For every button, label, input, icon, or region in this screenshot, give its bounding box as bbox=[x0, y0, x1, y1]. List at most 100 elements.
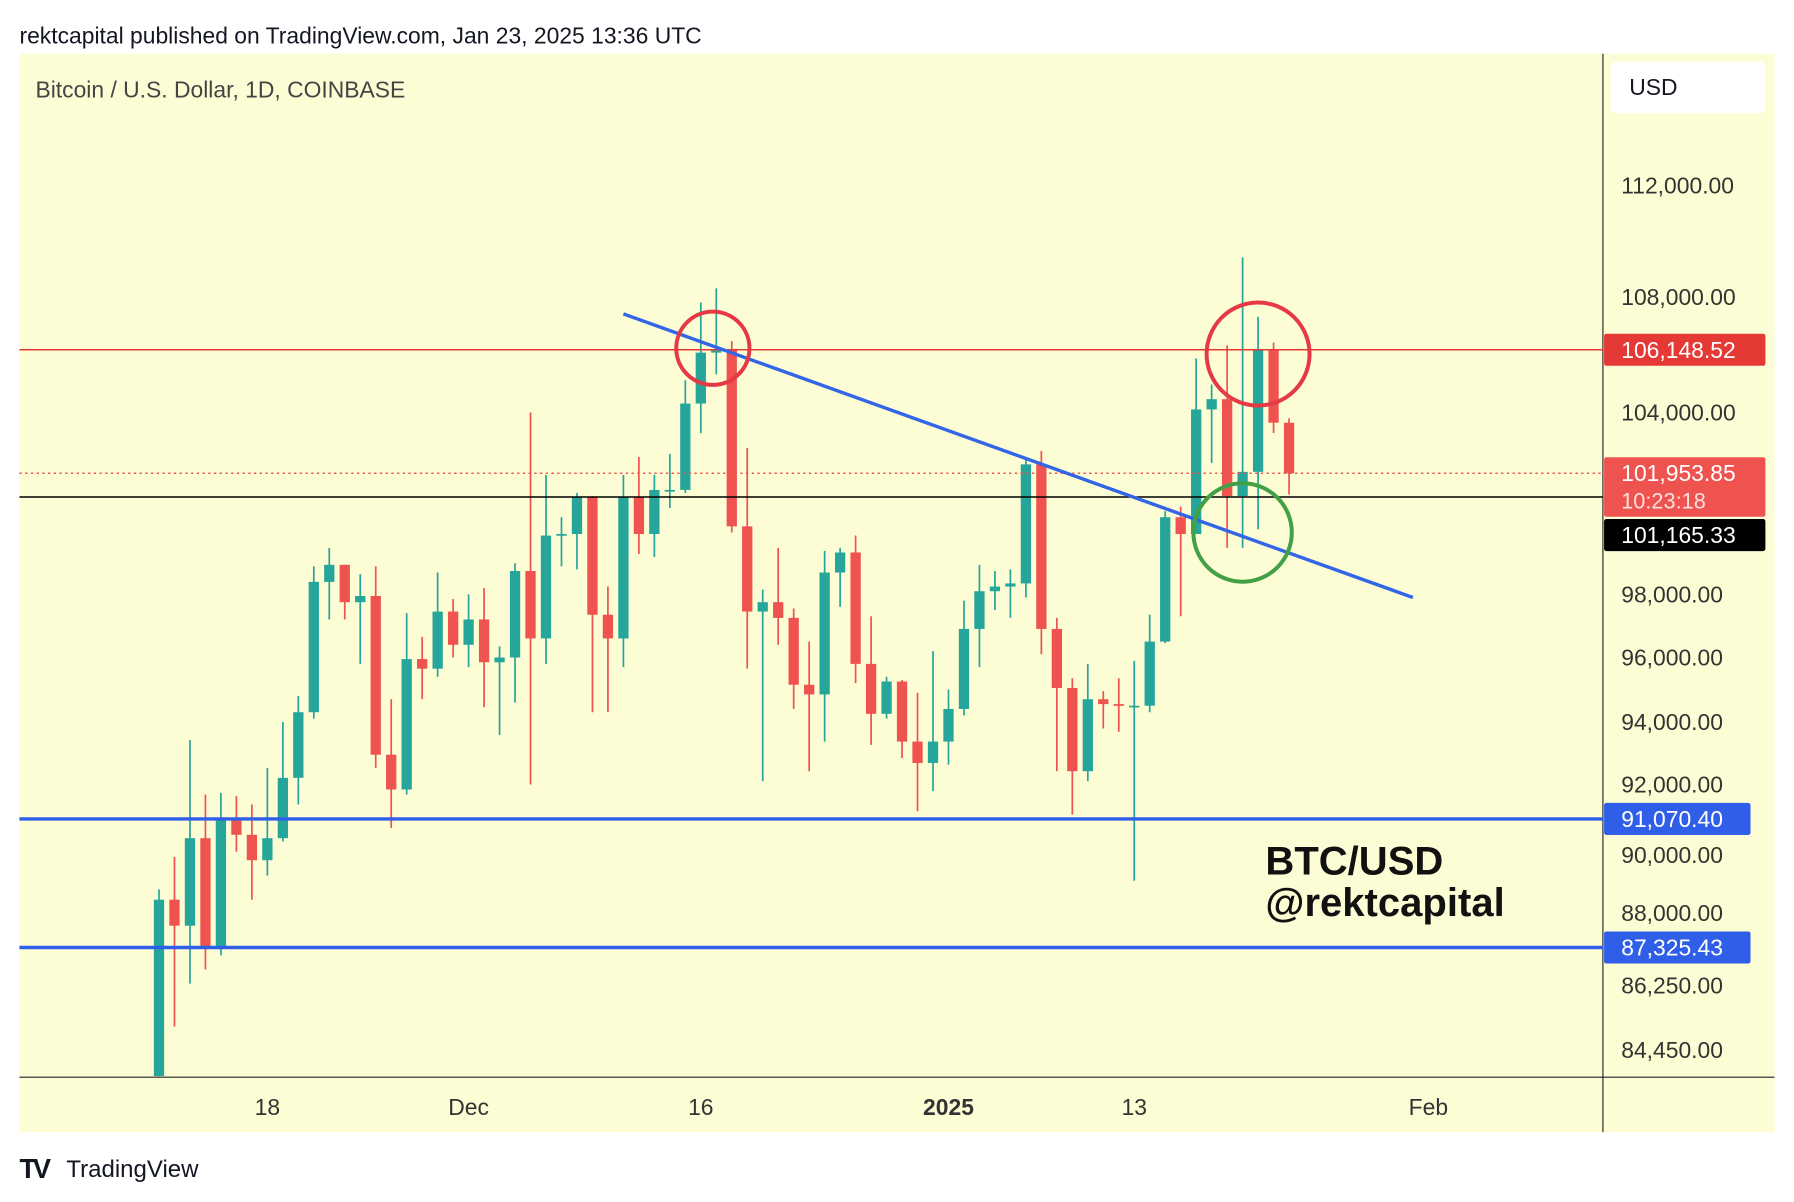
candle-body bbox=[711, 349, 722, 353]
candle bbox=[757, 589, 768, 782]
candle-body bbox=[664, 489, 675, 492]
candle bbox=[974, 564, 985, 668]
price-label: 91,070.40 bbox=[1621, 806, 1723, 832]
candle-body bbox=[618, 497, 629, 639]
candle bbox=[1160, 511, 1171, 644]
candle-body bbox=[1036, 464, 1047, 629]
candle-body bbox=[1051, 628, 1062, 688]
price-label: 101,953.85 bbox=[1621, 460, 1735, 486]
time-axis: 18 Dec 16 2025 13 Feb bbox=[255, 1094, 1448, 1120]
candle-body bbox=[1067, 687, 1078, 772]
price-axis: 112,000.00 108,000.00 104,000.00 98,000.00 9… bbox=[1621, 172, 1735, 1063]
candle bbox=[881, 676, 892, 719]
candle-body bbox=[1144, 641, 1155, 706]
candle-body bbox=[989, 586, 1001, 592]
price-label-box bbox=[1604, 333, 1766, 366]
candle-body bbox=[865, 663, 877, 714]
candle-body bbox=[494, 657, 505, 663]
candle-body bbox=[757, 602, 768, 612]
candle bbox=[184, 739, 196, 984]
candle bbox=[417, 636, 428, 700]
candle-body bbox=[308, 581, 319, 713]
candle bbox=[1283, 418, 1295, 495]
candle bbox=[943, 689, 954, 765]
candle bbox=[618, 474, 629, 668]
candle-body bbox=[1283, 422, 1295, 474]
price-tick: 108,000.00 bbox=[1621, 284, 1735, 310]
candle-body bbox=[1082, 699, 1093, 772]
trendline bbox=[622, 312, 1414, 600]
candle-body bbox=[1113, 704, 1124, 706]
candle-body bbox=[1252, 349, 1264, 472]
time-tick: 16 bbox=[688, 1094, 713, 1120]
tradingview-logo[interactable]: TV TradingView bbox=[19, 1153, 199, 1184]
candle-body bbox=[881, 681, 892, 714]
candle bbox=[1252, 316, 1264, 530]
candle bbox=[602, 586, 614, 713]
candle-body bbox=[680, 403, 691, 490]
candle bbox=[1051, 617, 1062, 772]
candle bbox=[834, 547, 846, 607]
candle bbox=[1129, 660, 1140, 881]
price-label-box bbox=[1604, 931, 1751, 964]
price-label-box bbox=[1604, 802, 1751, 835]
candle-body bbox=[169, 899, 180, 926]
price-label-box bbox=[1604, 457, 1766, 517]
candle bbox=[819, 550, 830, 742]
candle-body bbox=[1098, 699, 1109, 705]
price-tick: 104,000.00 bbox=[1621, 399, 1735, 425]
price-label: 106,148.52 bbox=[1621, 337, 1735, 363]
candle-body bbox=[355, 595, 366, 603]
candle bbox=[912, 692, 923, 812]
candle bbox=[1005, 569, 1016, 618]
watermark-line-1: BTC/USD bbox=[1265, 840, 1443, 884]
candle-body bbox=[1160, 517, 1171, 642]
candle bbox=[649, 474, 660, 558]
price-label: 101,165.33 bbox=[1621, 522, 1735, 548]
candle-body bbox=[773, 602, 784, 618]
candle-body bbox=[974, 591, 985, 629]
candle-body bbox=[478, 619, 490, 663]
candle-body bbox=[1175, 517, 1186, 535]
candle-body bbox=[695, 352, 706, 404]
candle bbox=[277, 721, 288, 842]
green-circle-annotation bbox=[1191, 481, 1294, 584]
candle bbox=[1082, 663, 1093, 782]
candle-body bbox=[262, 838, 273, 861]
red-circle-annotation bbox=[674, 309, 752, 387]
candle bbox=[153, 889, 165, 1077]
candle-body bbox=[958, 628, 970, 709]
candles bbox=[153, 257, 1295, 1077]
watermark-line-2: @rektcapital bbox=[1265, 881, 1504, 925]
currency-label: USD bbox=[1629, 74, 1677, 100]
candle-body bbox=[386, 754, 397, 790]
candle-body bbox=[649, 489, 660, 535]
candle bbox=[401, 613, 412, 795]
plot-area[interactable] bbox=[19, 53, 1775, 1133]
tradingview-brand: TradingView bbox=[66, 1156, 199, 1183]
candle bbox=[664, 453, 675, 509]
time-tick: 2025 bbox=[923, 1094, 974, 1120]
candle-body bbox=[850, 552, 861, 664]
horizontal-lines bbox=[19, 349, 1603, 950]
candle bbox=[958, 600, 970, 716]
candle-body bbox=[602, 614, 614, 639]
currency-button[interactable] bbox=[1610, 61, 1766, 114]
candle bbox=[865, 616, 877, 745]
time-tick: 13 bbox=[1122, 1094, 1147, 1120]
candle-body bbox=[571, 497, 583, 535]
candle bbox=[711, 288, 722, 375]
candle-body bbox=[556, 534, 567, 536]
candle bbox=[262, 767, 273, 876]
candle-body bbox=[943, 708, 954, 742]
candle bbox=[773, 547, 784, 645]
candle bbox=[1221, 345, 1233, 548]
candle bbox=[1067, 678, 1078, 815]
candle bbox=[1191, 358, 1202, 535]
candle-body bbox=[246, 834, 258, 861]
price-labels: 106,148.52 101,953.85 10:23:18 101,165.33 91… bbox=[1604, 333, 1766, 964]
candle bbox=[200, 794, 211, 970]
candle-body bbox=[804, 684, 815, 695]
candle-body bbox=[633, 497, 645, 535]
